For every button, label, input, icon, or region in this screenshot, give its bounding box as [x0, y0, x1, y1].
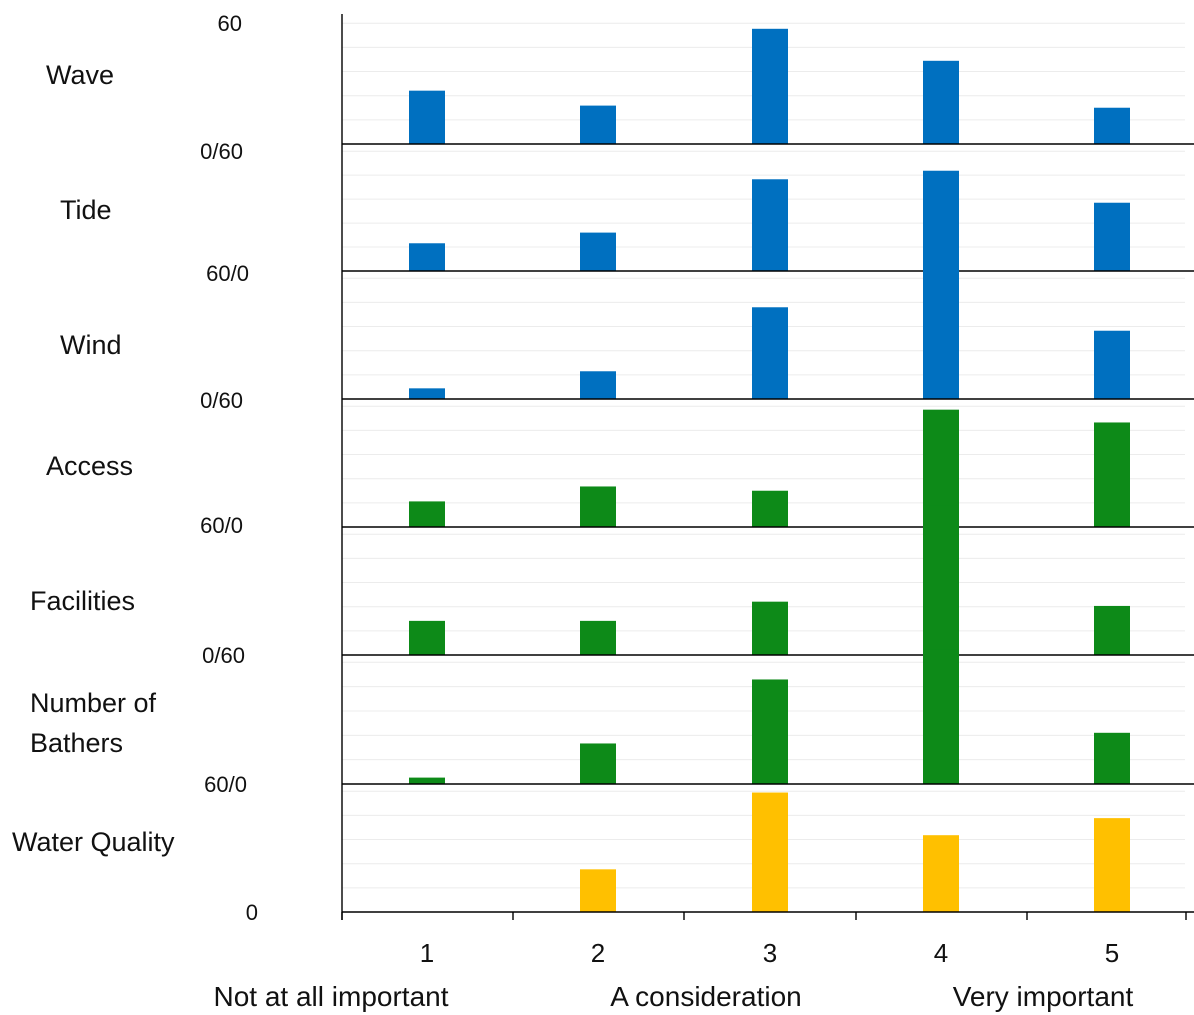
- x-tick-label-3: 3: [763, 938, 777, 968]
- bar-number-of-bathers-4: [923, 649, 959, 784]
- panel-label-number-of-bathers: Number of Bathers: [30, 688, 157, 758]
- bar-wind-2: [580, 371, 616, 399]
- axis-label-water-quality: 0: [246, 900, 258, 925]
- bar-wind-4: [923, 268, 959, 399]
- x-tick-label-2: 2: [591, 938, 605, 968]
- bar-facilities-2: [580, 620, 616, 655]
- axis-label-number-of-bathers: 60/0: [204, 772, 247, 797]
- bar-wave-1: [409, 90, 445, 144]
- bar-wind-3: [752, 307, 788, 399]
- bar-water-quality-3: [752, 792, 788, 912]
- scale-label-1: Not at all important: [214, 981, 449, 1012]
- bar-wave-2: [580, 105, 616, 144]
- bar-access-5: [1094, 422, 1130, 527]
- bar-wave-4: [923, 60, 959, 144]
- bar-wave-5: [1094, 107, 1130, 144]
- bar-water-quality-5: [1094, 818, 1130, 912]
- bar-facilities-1: [409, 620, 445, 655]
- axis-label-wave: 0/60: [200, 139, 243, 164]
- bar-tide-3: [752, 179, 788, 271]
- panel-label-access: Access: [46, 451, 133, 481]
- bar-access-2: [580, 486, 616, 527]
- bar-number-of-bathers-3: [752, 679, 788, 784]
- bar-tide-5: [1094, 202, 1130, 271]
- x-tick-label-5: 5: [1105, 938, 1119, 968]
- bar-wave-3: [752, 28, 788, 144]
- panel-label-tide: Tide: [60, 195, 112, 225]
- bar-facilities-3: [752, 601, 788, 655]
- panel-label-wave: Wave: [46, 60, 114, 90]
- axis-label-top: 60: [218, 11, 242, 36]
- panel-label-facilities: Facilities: [30, 586, 135, 616]
- bar-tide-2: [580, 232, 616, 271]
- bar-access-1: [409, 501, 445, 527]
- bar-number-of-bathers-5: [1094, 732, 1130, 784]
- panel-label-water-quality: Water Quality: [12, 827, 175, 857]
- scale-label-2: A consideration: [610, 981, 801, 1012]
- bar-water-quality-4: [923, 835, 959, 912]
- x-tick-label-1: 1: [420, 938, 434, 968]
- bar-wind-5: [1094, 330, 1130, 399]
- bar-facilities-4: [923, 505, 959, 655]
- axis-label-access: 60/0: [200, 513, 243, 538]
- bar-facilities-5: [1094, 605, 1130, 655]
- scale-label-3: Very important: [953, 981, 1134, 1012]
- bar-wind-1: [409, 388, 445, 399]
- panel-label-wind: Wind: [60, 330, 122, 360]
- axis-label-tide: 60/0: [206, 261, 249, 286]
- x-tick-label-4: 4: [934, 938, 948, 968]
- bar-tide-1: [409, 243, 445, 271]
- bar-number-of-bathers-2: [580, 743, 616, 784]
- bar-tide-4: [923, 170, 959, 271]
- bar-access-3: [752, 490, 788, 527]
- bar-water-quality-2: [580, 869, 616, 912]
- bar-number-of-bathers-1: [409, 777, 445, 784]
- axis-label-facilities: 0/60: [202, 643, 245, 668]
- axis-label-wind: 0/60: [200, 388, 243, 413]
